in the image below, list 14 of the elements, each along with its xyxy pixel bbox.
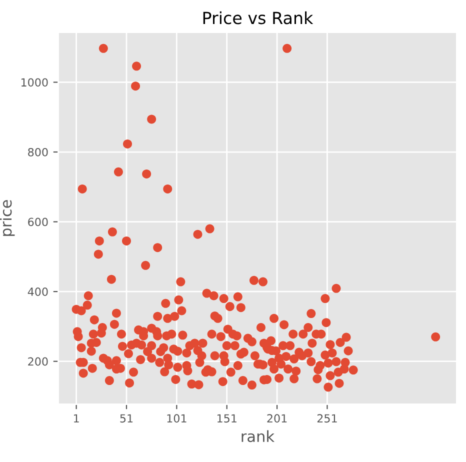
x-tick-label: 151	[217, 414, 236, 423]
x-axis-title: rank	[242, 430, 275, 442]
x-tick-label: 251	[317, 414, 337, 423]
y-tick-label: 1000	[21, 78, 48, 87]
y-tick-label: 400	[28, 288, 48, 296]
x-tick-label: 201	[267, 414, 287, 423]
chart-title: Price vs Rank	[203, 11, 314, 24]
x-tick-label: 51	[120, 414, 133, 423]
y-tick-label: 800	[28, 148, 48, 156]
x-tick-label: 1	[74, 414, 79, 422]
y-tick-label: 600	[28, 218, 48, 226]
y-tick-label: 200	[28, 357, 48, 366]
y-axis-title: price	[0, 200, 15, 236]
x-tick-label: 101	[167, 414, 186, 423]
